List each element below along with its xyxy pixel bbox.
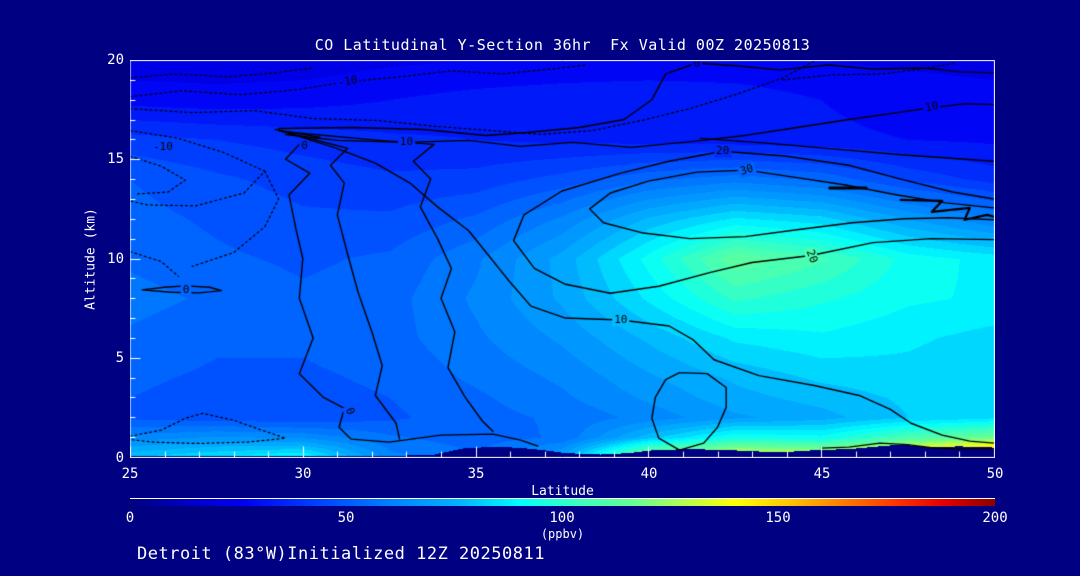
- contour-plot-canvas: [130, 60, 995, 458]
- footer-run-info: Detroit (83°W)Initialized 12Z 20250811: [137, 544, 545, 564]
- cbar-tick-50: 50: [337, 510, 355, 526]
- y-tick-20: 20: [107, 52, 124, 68]
- cbar-tick-0: 0: [125, 510, 135, 526]
- cbar-tick-150: 150: [765, 510, 791, 526]
- page-title: CO Latitudinal Y-Section 36hr Fx Valid 0…: [314, 36, 811, 54]
- x-axis-label: Latitude: [531, 484, 594, 499]
- cbar-tick-100: 100: [549, 510, 575, 526]
- x-tick-50: 50: [986, 466, 1004, 482]
- x-tick-40: 40: [640, 466, 658, 482]
- colorbar-canvas: [130, 498, 995, 506]
- x-tick-30: 30: [294, 466, 312, 482]
- cbar-tick-200: 200: [982, 510, 1008, 526]
- x-tick-45: 45: [813, 466, 831, 482]
- y-tick-10: 10: [107, 251, 124, 267]
- x-tick-35: 35: [467, 466, 485, 482]
- y-tick-0: 0: [115, 450, 124, 466]
- colorbar-units-label: (ppbv): [540, 527, 585, 541]
- y-tick-15: 15: [107, 151, 124, 167]
- x-tick-25: 25: [121, 466, 139, 482]
- y-tick-5: 5: [115, 350, 124, 366]
